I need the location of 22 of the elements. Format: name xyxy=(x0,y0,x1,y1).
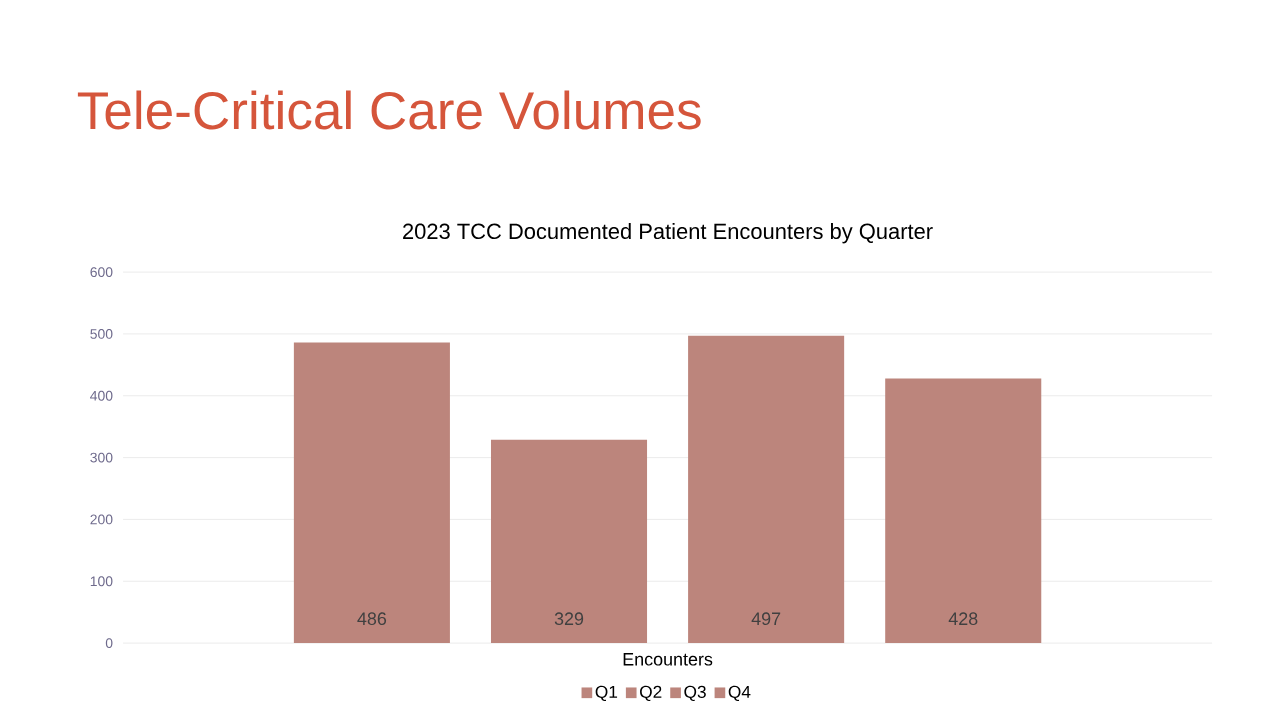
y-tick-label: 0 xyxy=(105,638,113,649)
bar xyxy=(688,335,845,644)
y-tick-label: 200 xyxy=(90,514,113,525)
bar xyxy=(885,378,1042,644)
bar xyxy=(490,439,648,644)
legend-label: Q2 xyxy=(640,685,662,702)
y-tick-label: 300 xyxy=(90,452,113,463)
y-tick-label: 400 xyxy=(90,390,113,401)
data-label: 428 xyxy=(948,612,978,626)
y-tick-label: 100 xyxy=(90,576,113,587)
y-tick-label: 600 xyxy=(90,267,113,278)
data-label: 486 xyxy=(357,612,387,626)
legend-label: Q1 xyxy=(595,685,618,702)
chart-title: Tele-Critical Care Volumes xyxy=(77,90,701,130)
x-tick-label: Encounters xyxy=(623,653,713,666)
bar xyxy=(293,342,450,644)
legend-label: Q3 xyxy=(684,685,706,702)
y-tick-label: 500 xyxy=(90,328,113,339)
chart-subtitle: 2023 TCC Documented Patient Encounters by Quarter xyxy=(403,223,933,244)
data-label: 329 xyxy=(554,612,584,626)
data-label: 497 xyxy=(751,612,781,626)
legend-label: Q4 xyxy=(728,685,751,702)
